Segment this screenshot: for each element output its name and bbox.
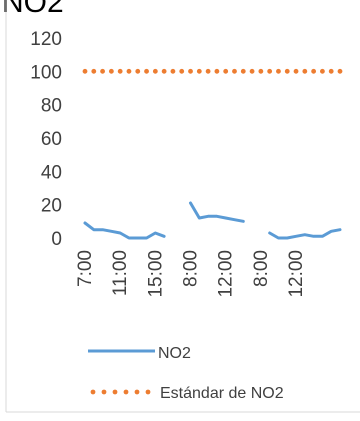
y-tick-label: 60 <box>41 129 62 150</box>
y-tick-label: 100 <box>30 62 62 83</box>
series-line-no2 <box>83 221 166 240</box>
y-axis-ticks: 0 20 40 60 80 100 120 <box>30 29 62 250</box>
legend-swatch-standard-dot <box>134 389 140 395</box>
legend-swatch-standard-dot <box>145 389 151 395</box>
series-point-standard <box>276 68 281 74</box>
series-point-standard <box>240 68 246 74</box>
series-point-standard <box>82 68 88 74</box>
y-tick-label: 20 <box>41 196 62 217</box>
series-point-standard <box>161 68 167 74</box>
series-point-standard <box>91 68 97 74</box>
series-point-standard <box>170 68 176 74</box>
series-point-standard <box>267 68 273 74</box>
series-point-standard <box>249 68 255 74</box>
series-layer <box>82 68 343 240</box>
y-tick-label: 0 <box>51 229 62 250</box>
series-point-standard <box>205 68 211 74</box>
series-point-standard <box>214 68 220 74</box>
series-point-standard <box>337 68 343 74</box>
series-point-standard <box>144 68 149 74</box>
series-line-no2 <box>268 228 342 240</box>
x-tick-label: 8:00 <box>251 250 272 287</box>
x-tick-label: 8:00 <box>181 250 202 287</box>
y-tick-label: 80 <box>41 96 62 117</box>
x-tick-label: 12:00 <box>216 250 237 298</box>
x-tick-label: 15:00 <box>145 250 166 298</box>
series-point-standard <box>258 68 264 74</box>
legend-swatch-standard-dot <box>101 389 107 395</box>
series-point-standard <box>293 68 299 74</box>
series-point-standard <box>152 68 158 74</box>
x-tick-label: 7:00 <box>75 250 96 287</box>
legend-label-no2: NO2 <box>158 345 191 362</box>
series-point-standard <box>223 68 229 74</box>
y-tick-label: 40 <box>41 162 62 183</box>
series-point-standard <box>117 68 123 74</box>
series-point-standard <box>196 68 202 74</box>
x-axis-ticks: 7:00 11:00 15:00 8:00 12:00 8:00 12:00 <box>75 250 307 298</box>
x-tick-label: 11:00 <box>110 250 131 296</box>
y-tick-label: 120 <box>30 29 62 50</box>
legend-swatch-standard-dot <box>90 389 96 395</box>
series-point-standard <box>179 68 185 74</box>
series-point-standard <box>126 68 132 74</box>
series-point-standard <box>232 68 237 74</box>
legend-swatch-standard-dot <box>112 389 118 395</box>
series-point-standard <box>108 68 114 74</box>
series-point-standard <box>135 68 141 74</box>
series-point-standard <box>328 68 334 74</box>
series-line-no2 <box>189 201 245 223</box>
legend-swatch-standard-dot <box>123 389 129 395</box>
series-point-standard <box>302 68 308 74</box>
legend-label-standard: Estándar de NO2 <box>160 385 284 402</box>
x-tick-label: 12:00 <box>286 250 307 298</box>
series-point-standard <box>188 68 193 74</box>
series-point-standard <box>320 68 325 74</box>
series-point-standard <box>311 68 317 74</box>
legend: NO2 Estándar de NO2 <box>88 345 284 402</box>
chart-title: NO2 <box>2 0 64 19</box>
series-point-standard <box>100 68 105 74</box>
series-point-standard <box>284 68 290 74</box>
